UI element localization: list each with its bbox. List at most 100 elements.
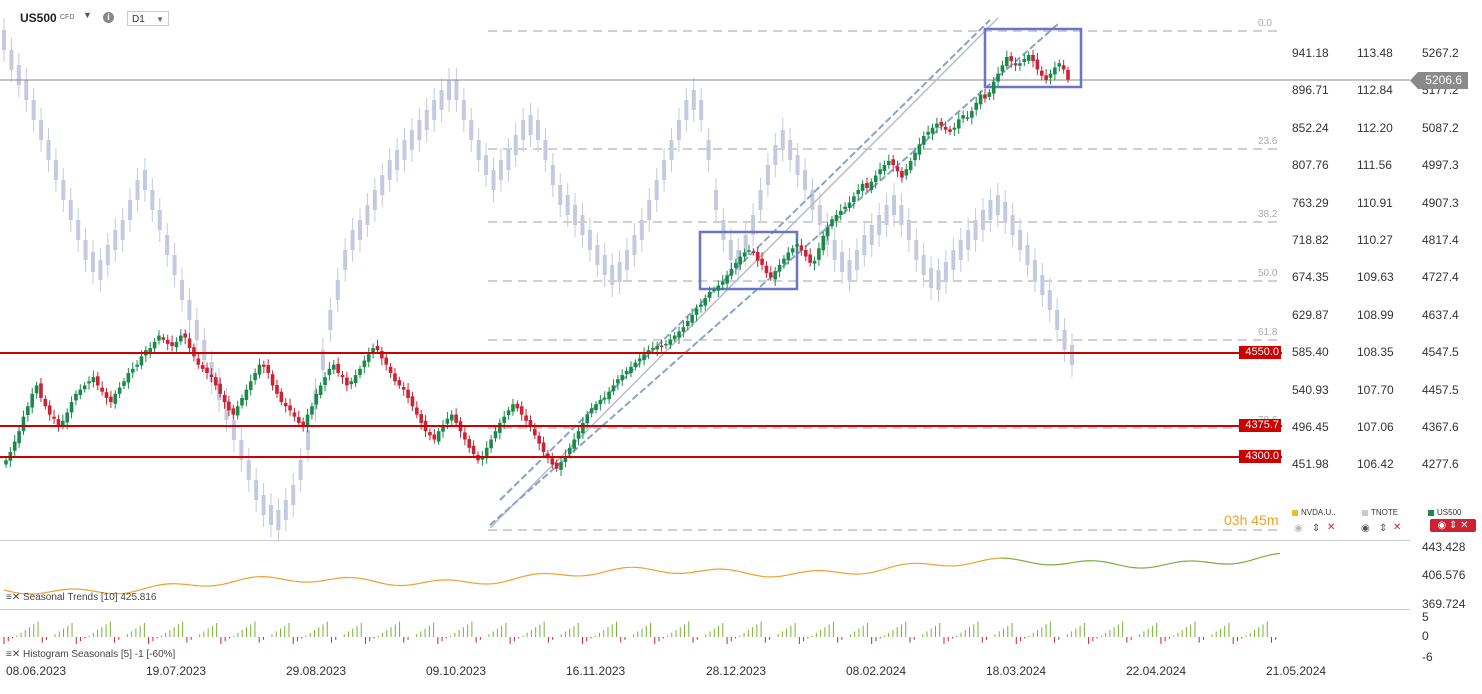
seasonal-trend-line bbox=[3, 557, 1001, 595]
candle-body bbox=[786, 252, 791, 261]
candle-body bbox=[900, 170, 904, 178]
ghost-candle bbox=[1018, 230, 1023, 250]
ghost-candle bbox=[1047, 290, 1052, 310]
ghost-candle bbox=[869, 225, 874, 245]
candle-body bbox=[978, 94, 983, 105]
ghost-candle bbox=[306, 430, 311, 450]
candle-body bbox=[109, 396, 113, 403]
candle-body bbox=[454, 414, 458, 423]
fib-level-label: 50.0 bbox=[1258, 268, 1278, 279]
candle-body bbox=[388, 366, 393, 373]
candle-body bbox=[21, 416, 26, 432]
candle-body bbox=[887, 160, 891, 166]
ghost-candle bbox=[402, 140, 407, 160]
ghost-candle bbox=[602, 255, 607, 275]
ghost-candle bbox=[513, 135, 518, 155]
close-icon[interactable]: ✕ bbox=[1327, 522, 1336, 533]
axis-tick-tnote: 112.84 bbox=[1357, 83, 1393, 98]
list-icon[interactable]: ≡ bbox=[6, 649, 12, 660]
symbol-type-badge: CFD bbox=[60, 14, 75, 21]
candle-body bbox=[847, 202, 852, 208]
reorder-icon[interactable]: ⇕ bbox=[1379, 523, 1388, 534]
candle-body bbox=[340, 375, 345, 378]
ghost-candle bbox=[424, 110, 429, 130]
pane-divider[interactable] bbox=[0, 540, 1410, 541]
candle-body bbox=[192, 347, 196, 357]
candle-body bbox=[292, 412, 297, 417]
legend-nvda[interactable]: NVDA.U.. bbox=[1292, 508, 1336, 517]
candle-body bbox=[642, 354, 646, 361]
axis-tick-nvda: 496.45 bbox=[1292, 420, 1329, 434]
candles-group bbox=[4, 49, 1070, 477]
candle-body bbox=[471, 445, 476, 455]
candle-body bbox=[760, 258, 764, 265]
timeframe-value: D1 bbox=[132, 14, 145, 25]
fib-level-label: 38.2 bbox=[1258, 209, 1278, 220]
ghost-candle bbox=[832, 240, 837, 260]
axis-tick-nvda: 807.76 bbox=[1292, 158, 1329, 173]
candle-body bbox=[952, 127, 957, 130]
axis-tick-tnote: 112.20 bbox=[1357, 120, 1393, 135]
candle-body bbox=[432, 434, 437, 440]
pane-divider[interactable] bbox=[0, 609, 1410, 610]
ghost-candle bbox=[239, 440, 244, 460]
ghost-candle bbox=[358, 220, 362, 240]
candle-body bbox=[288, 405, 292, 411]
ghost-candle bbox=[1055, 310, 1060, 330]
eye-icon[interactable]: ◉ bbox=[1361, 523, 1370, 534]
candle-body bbox=[594, 404, 598, 410]
ghost-candle bbox=[1025, 245, 1030, 265]
candle-body bbox=[305, 414, 310, 427]
ghost-candle bbox=[469, 120, 474, 140]
candle-body bbox=[61, 420, 65, 426]
axis-tick-nvda: 763.29 bbox=[1292, 195, 1329, 210]
date-tick: 19.07.2023 bbox=[146, 664, 207, 678]
ghost-candle bbox=[691, 90, 696, 110]
candle-body bbox=[528, 419, 533, 428]
candle-body bbox=[4, 460, 8, 465]
indicator-group bbox=[3, 552, 1281, 644]
candle-body bbox=[795, 244, 799, 247]
chevron-down-icon[interactable]: ▼ bbox=[83, 10, 92, 20]
legend-us500[interactable]: US500 bbox=[1428, 508, 1461, 517]
highlight-box bbox=[698, 230, 799, 291]
eye-icon[interactable]: ◉ bbox=[1294, 523, 1303, 534]
indicator-histogram-label[interactable]: ≡✕ Histogram Seasonals [5] -1 [-60%] bbox=[6, 649, 176, 660]
candle-body bbox=[651, 348, 655, 350]
candle-body bbox=[157, 335, 161, 341]
timeframe-select[interactable]: D1 ▼ bbox=[127, 11, 169, 26]
list-icon[interactable]: ≡ bbox=[6, 592, 12, 603]
series-controls-active[interactable]: ◉ ⇕ ✕ bbox=[1430, 519, 1476, 532]
legend-tnote[interactable]: TNOTE bbox=[1362, 508, 1398, 517]
ghost-candle bbox=[973, 220, 978, 240]
candle-body bbox=[279, 391, 284, 403]
candle-body bbox=[533, 429, 537, 436]
info-icon[interactable]: i bbox=[103, 12, 114, 23]
candle-body bbox=[371, 348, 375, 354]
close-icon[interactable]: ✕ bbox=[11, 592, 21, 603]
close-icon[interactable]: ✕ bbox=[1393, 522, 1402, 533]
fib-level-label: 61.8 bbox=[1258, 327, 1278, 338]
candle-body bbox=[1026, 54, 1031, 61]
ghost-candle bbox=[647, 200, 652, 220]
reorder-icon[interactable]: ⇕ bbox=[1312, 523, 1321, 534]
candle-body bbox=[550, 458, 555, 465]
candle-body bbox=[637, 358, 642, 362]
ghost-candle bbox=[632, 235, 637, 255]
axis-tick-nvda: 852.24 bbox=[1292, 120, 1329, 135]
indicator-seasonal-label[interactable]: ≡✕ Seasonal Trends [10] 425.816 bbox=[6, 592, 157, 603]
candle-body bbox=[738, 256, 743, 265]
ghost-candle bbox=[53, 160, 58, 180]
ghost-candle bbox=[758, 190, 763, 210]
ghost-candle bbox=[550, 165, 555, 185]
close-icon[interactable]: ✕ bbox=[11, 649, 21, 660]
ghost-candle bbox=[461, 100, 466, 120]
candle-body bbox=[664, 343, 668, 346]
candle-body bbox=[82, 385, 87, 390]
ghost-candle bbox=[335, 280, 340, 300]
symbol-label[interactable]: US500 bbox=[20, 11, 57, 25]
candle-body bbox=[56, 419, 61, 428]
candle-body bbox=[554, 462, 559, 469]
ghost-candle bbox=[921, 255, 926, 275]
